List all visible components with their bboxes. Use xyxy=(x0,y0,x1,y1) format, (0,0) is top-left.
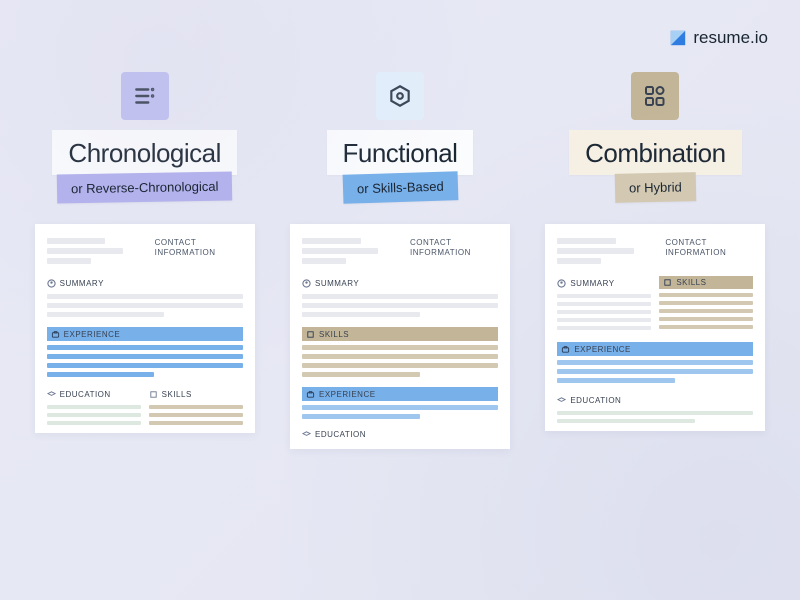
section-experience: EXPERIENCE xyxy=(574,345,631,354)
format-title: Chronological xyxy=(52,130,236,175)
list-icon xyxy=(121,72,169,120)
format-combination: Combination or Hybrid CONTACT INFORMATIO… xyxy=(539,72,772,449)
summary-icon xyxy=(557,279,566,288)
format-title: Functional xyxy=(327,130,474,175)
contact-label: CONTACT INFORMATION xyxy=(155,238,243,264)
section-skills: SKILLS xyxy=(319,330,349,339)
summary-icon xyxy=(47,279,56,288)
section-education: EDUCATION xyxy=(570,396,621,405)
section-skills: SKILLS xyxy=(162,390,192,399)
skills-icon xyxy=(306,330,315,339)
contact-label: CONTACT INFORMATION xyxy=(665,238,753,264)
section-education: EDUCATION xyxy=(315,430,366,439)
experience-icon xyxy=(561,345,570,354)
section-summary: SUMMARY xyxy=(315,279,359,288)
format-subtitle: or Skills-Based xyxy=(342,171,458,204)
resume-preview-combination: CONTACT INFORMATION SUMMARY xyxy=(545,224,765,431)
section-summary: SUMMARY xyxy=(60,279,104,288)
skills-icon xyxy=(149,390,158,399)
resume-preview-chronological: CONTACT INFORMATION SUMMARY EXPERIENCE xyxy=(35,224,255,433)
education-icon xyxy=(302,430,311,439)
format-functional: Functional or Skills-Based CONTACT INFOR… xyxy=(283,72,516,449)
format-subtitle: or Reverse-Chronological xyxy=(57,171,233,203)
grid-icon xyxy=(631,72,679,120)
section-experience: EXPERIENCE xyxy=(319,390,376,399)
contact-label: CONTACT INFORMATION xyxy=(410,238,498,264)
education-icon xyxy=(557,396,566,405)
brand-logo: resume.io xyxy=(669,28,768,48)
section-experience: EXPERIENCE xyxy=(64,330,121,339)
brand-name: resume.io xyxy=(693,28,768,48)
hexagon-icon xyxy=(376,72,424,120)
experience-icon xyxy=(51,330,60,339)
section-summary: SUMMARY xyxy=(570,279,614,288)
summary-icon xyxy=(302,279,311,288)
section-skills: SKILLS xyxy=(676,278,706,287)
format-title: Combination xyxy=(569,130,741,175)
brand-icon xyxy=(669,29,687,47)
format-chronological: Chronological or Reverse-Chronological C… xyxy=(28,72,261,449)
experience-icon xyxy=(306,390,315,399)
section-education: EDUCATION xyxy=(60,390,111,399)
resume-preview-functional: CONTACT INFORMATION SUMMARY SKILLS EXPER… xyxy=(290,224,510,449)
format-subtitle: or Hybrid xyxy=(615,172,696,203)
formats-row: Chronological or Reverse-Chronological C… xyxy=(0,0,800,449)
skills-icon xyxy=(663,278,672,287)
education-icon xyxy=(47,390,56,399)
